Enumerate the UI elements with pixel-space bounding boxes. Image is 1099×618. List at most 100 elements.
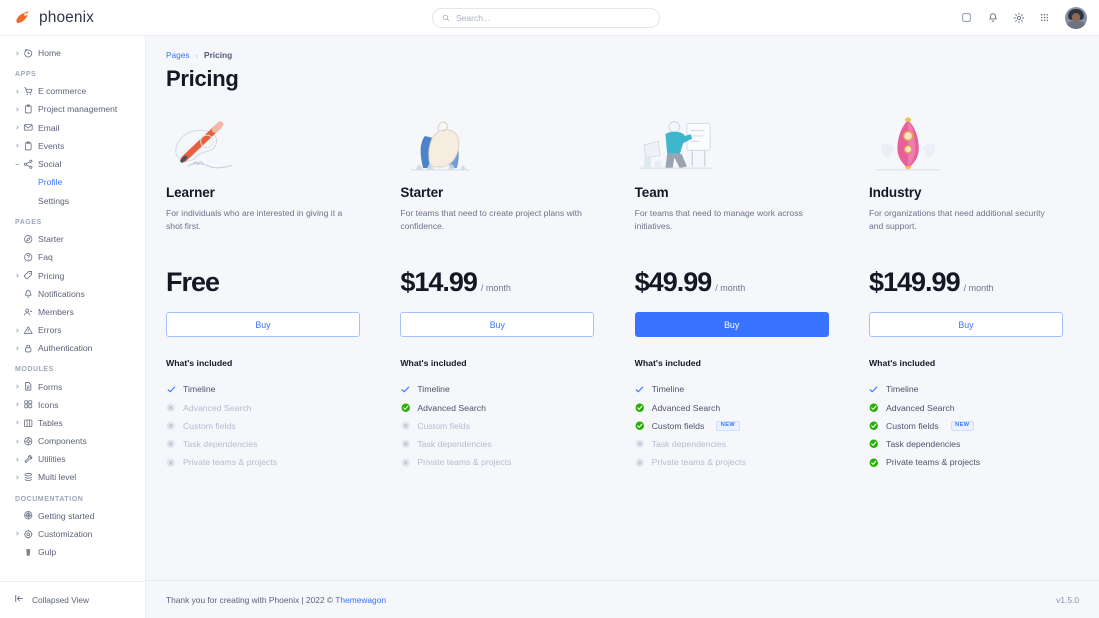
feature-label: Task dependencies [651,439,727,450]
sidebar-item-events[interactable]: Events [0,137,145,155]
themewagon-link[interactable]: Themewagon [335,594,387,605]
search-input[interactable] [456,12,650,23]
pricing-plans-grid: Learner For individuals who are intereste… [166,114,1079,472]
sidebar-item-forms[interactable]: Forms [0,377,145,395]
sidebar-item-label: Icons [38,399,59,410]
sidebar-item-pricing[interactable]: Pricing [0,267,145,285]
buy-button-team[interactable]: Buy [634,312,829,338]
collapsed-view-toggle[interactable]: Collapsed View [0,581,145,618]
header-actions [959,6,1099,29]
circle-check-icon [869,457,879,467]
chevron-right-icon[interactable] [15,457,23,462]
feature-label: Advanced Search [417,402,486,413]
sidebar-nav[interactable]: Home APPS E commerce Project management Emai… [0,36,145,581]
check-icon [400,384,410,394]
chevron-right-icon[interactable] [15,402,23,407]
sidebar-item-label: Starter [38,234,64,245]
chevron-right-icon[interactable] [15,89,23,94]
feature-list: Timeline Advanced Search Custom fields Task… [400,380,594,471]
sidebar-item-authentication[interactable]: Authentication [0,339,145,357]
grid-apps-icon[interactable] [1037,10,1052,25]
clock-icon [23,48,38,59]
sidebar-item-project-management[interactable]: Project management [0,100,145,118]
global-search[interactable] [432,7,660,28]
sidebar-item-label: Social [38,159,62,170]
brand[interactable]: phoenix [0,9,133,27]
plan-period: / month [715,283,746,294]
sidebar-item-gulp[interactable]: Gulp [0,543,145,561]
chevron-right-icon[interactable] [15,107,23,112]
sidebar-item-label: Tables [38,417,63,428]
sidebar-subitem-label: Profile [38,177,63,188]
form-file-icon [23,381,38,392]
feature-label: Advanced Search [651,402,721,413]
sidebar-item-utilities[interactable]: Utilities [0,450,145,468]
plan-period: / month [963,283,994,294]
chevron-right-icon[interactable] [15,439,23,444]
plan-name: Team [634,185,669,200]
sidebar-item-e-commerce[interactable]: E commerce [0,82,145,100]
chevron-minus-icon[interactable] [15,162,23,167]
sidebar-item-label: Getting started [38,510,95,521]
sidebar-item-getting-started[interactable]: Getting started [0,507,145,525]
theme-toggle-icon[interactable] [959,10,974,25]
breadcrumb-parent[interactable]: Pages [166,50,190,60]
check-icon [869,384,879,394]
feature-label: Private teams & projects [417,457,512,468]
avatar[interactable] [1065,6,1087,29]
feature-item: Advanced Search [400,398,594,416]
chevron-right-icon[interactable] [15,420,23,425]
chevron-right-icon[interactable] [15,125,23,130]
plan-description: For teams that need to manage work acros… [634,208,803,232]
sidebar-item-components[interactable]: Components [0,432,145,450]
pricing-card-team: Team For teams that need to manage work a… [634,114,869,472]
sidebar-group-label-apps: APPS [15,71,37,79]
breadcrumb: Pages › Pricing [166,50,1079,60]
sidebar-item-tables[interactable]: Tables [0,414,145,432]
buy-button-industry[interactable]: Buy [868,312,1063,338]
whats-included-heading: What's included [634,358,701,369]
sidebar-item-label: Customization [38,528,93,539]
sidebar-group-label-modules: MODULES [15,366,54,374]
chevron-right-icon[interactable] [15,531,23,536]
sidebar-item-faq[interactable]: Faq [0,248,145,266]
sidebar-subitem-profile[interactable]: Profile [0,173,145,192]
chevron-right-icon[interactable] [15,346,23,351]
bell-icon[interactable] [985,10,1000,25]
sidebar-item-home[interactable]: Home [0,44,145,62]
sidebar-item-members[interactable]: Members [0,303,145,321]
sidebar-item-label: Components [38,436,87,447]
circle-x-icon [635,439,645,449]
sidebar-item-label: Notifications [38,288,85,299]
sidebar-item-multi-level[interactable]: Multi level [0,468,145,486]
chevron-right-icon[interactable] [15,51,23,56]
breadcrumb-current: Pricing [204,50,233,60]
sidebar-item-icons[interactable]: Icons [0,396,145,414]
sidebar-item-starter[interactable]: Starter [0,230,145,248]
sidebar-item-label: Faq [38,252,53,263]
sidebar-item-errors[interactable]: Errors [0,321,145,339]
top-navbar: phoenix [0,0,1099,36]
gear-icon[interactable] [1011,10,1026,25]
chevron-right-icon[interactable] [15,475,23,480]
sidebar-item-email[interactable]: Email [0,119,145,137]
components-circle-icon [23,436,38,447]
sidebar-item-notifications[interactable]: Notifications [0,285,145,303]
feature-item: Advanced Search [166,398,360,416]
feature-label: Timeline [417,384,450,395]
thumbs-up-illustration [400,114,480,174]
gear-icon [23,529,38,540]
buy-button-learner[interactable]: Buy [166,312,360,338]
feature-label: Advanced Search [183,402,252,413]
circle-check-icon [869,439,879,449]
chevron-right-icon[interactable] [15,273,23,278]
chevron-right-icon[interactable] [15,143,23,148]
sidebar-item-customization[interactable]: Customization [0,525,145,543]
sidebar-subitem-settings[interactable]: Settings [0,192,145,211]
chevron-right-icon[interactable] [15,328,23,333]
circle-x-icon [400,439,410,449]
hand-writing-pencil-illustration [166,114,246,174]
sidebar-item-social[interactable]: Social [0,155,145,173]
buy-button-starter[interactable]: Buy [400,312,595,338]
chevron-right-icon[interactable] [15,384,23,389]
